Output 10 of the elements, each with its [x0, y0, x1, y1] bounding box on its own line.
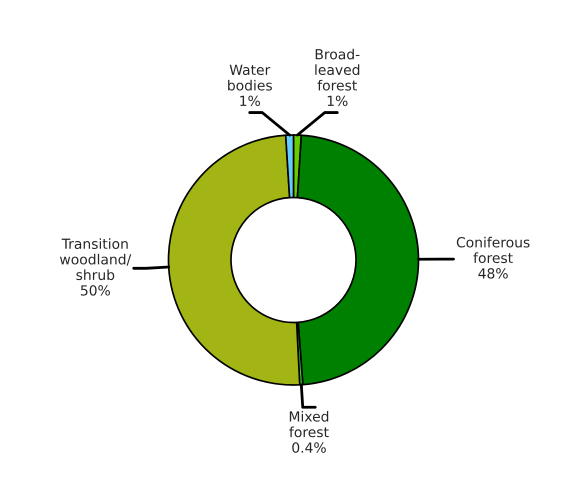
data-label: 50% [80, 285, 110, 296]
slice-label: Mixed forest [289, 410, 329, 438]
data-label: 1% [328, 96, 348, 106]
slice-label: Water bodies [228, 64, 272, 91]
slice-label: Coniferous forest [456, 236, 530, 264]
data-label: 48% [478, 268, 508, 279]
slice-label: Transition woodland/ shrub [60, 238, 132, 280]
slice-label: Broad- leaved forest [315, 48, 360, 91]
data-label: 1% [240, 96, 260, 106]
data-label: 0.4% [292, 442, 326, 453]
